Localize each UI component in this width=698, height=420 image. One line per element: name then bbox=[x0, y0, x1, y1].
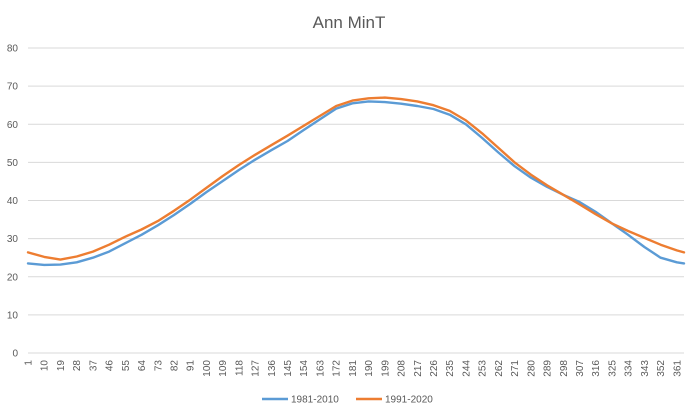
x-tick-label: 100 bbox=[202, 360, 213, 377]
legend-label: 1991-2020 bbox=[385, 395, 433, 406]
x-tick-label: 271 bbox=[510, 360, 521, 377]
y-tick-label: 40 bbox=[7, 196, 19, 207]
x-tick-label: 361 bbox=[672, 360, 683, 377]
x-tick-label: 172 bbox=[332, 360, 343, 377]
x-tick-label: 37 bbox=[88, 360, 99, 372]
x-tick-label: 109 bbox=[218, 360, 229, 377]
x-tick-label: 334 bbox=[624, 360, 635, 377]
x-tick-label: 307 bbox=[575, 360, 586, 377]
series-line-1 bbox=[26, 100, 686, 267]
x-tick-label: 1 bbox=[24, 360, 35, 366]
x-tick-label: 28 bbox=[72, 360, 83, 372]
x-tick-label: 343 bbox=[640, 360, 651, 377]
x-tick-label: 253 bbox=[478, 360, 489, 377]
y-axis-ticks: 0 10 20 30 40 50 60 70 80 bbox=[7, 44, 19, 360]
y-tick-label: 80 bbox=[7, 44, 19, 55]
x-tick-label: 127 bbox=[251, 360, 262, 377]
x-tick-label: 208 bbox=[397, 360, 408, 377]
y-tick-label: 30 bbox=[7, 234, 19, 245]
x-tick-label: 217 bbox=[413, 360, 424, 377]
x-tick-label: 190 bbox=[364, 360, 375, 377]
x-tick-label: 64 bbox=[137, 360, 148, 372]
x-tick-label: 199 bbox=[380, 360, 391, 377]
x-tick-label: 55 bbox=[121, 360, 132, 372]
x-tick-label: 244 bbox=[461, 360, 472, 377]
x-tick-label: 226 bbox=[429, 360, 440, 377]
x-tick-label: 289 bbox=[543, 360, 554, 377]
series-layer bbox=[26, 96, 686, 267]
y-tick-label: 0 bbox=[12, 349, 18, 360]
x-tick-label: 118 bbox=[234, 360, 245, 376]
y-tick-label: 70 bbox=[7, 82, 19, 93]
x-tick-label: 235 bbox=[445, 360, 456, 377]
x-tick-label: 145 bbox=[283, 360, 294, 377]
x-tick-label: 82 bbox=[169, 360, 180, 372]
x-tick-label: 154 bbox=[299, 360, 310, 377]
x-tick-label: 262 bbox=[494, 360, 505, 377]
x-tick-label: 325 bbox=[607, 360, 618, 377]
y-tick-label: 10 bbox=[7, 310, 19, 321]
legend-label: 1981-2010 bbox=[291, 395, 339, 406]
x-tick-label: 19 bbox=[56, 360, 67, 372]
y-tick-label: 20 bbox=[7, 272, 19, 283]
grid-layer bbox=[28, 47, 684, 354]
x-tick-label: 46 bbox=[105, 360, 116, 372]
x-tick-label: 136 bbox=[267, 360, 278, 377]
x-tick-label: 181 bbox=[348, 360, 359, 377]
legend: 1981-2010 1991-2020 bbox=[262, 395, 433, 406]
chart-title: Ann MinT bbox=[313, 13, 386, 32]
x-tick-label: 352 bbox=[656, 360, 667, 377]
x-tick-label: 280 bbox=[526, 360, 537, 377]
x-tick-label: 73 bbox=[153, 360, 164, 372]
x-tick-label: 298 bbox=[559, 360, 570, 377]
x-tick-label: 316 bbox=[591, 360, 602, 377]
y-tick-label: 60 bbox=[7, 120, 19, 131]
x-axis-ticks: 1 10 19 28 37 46 55 64 73 82 91 100 109 118 127 136 145 1… bbox=[24, 360, 684, 377]
x-tick-label: 163 bbox=[315, 360, 326, 377]
y-tick-label: 50 bbox=[7, 158, 19, 169]
x-tick-label: 10 bbox=[40, 360, 51, 372]
series-line-2 bbox=[26, 96, 686, 261]
x-tick-label: 91 bbox=[186, 360, 197, 372]
